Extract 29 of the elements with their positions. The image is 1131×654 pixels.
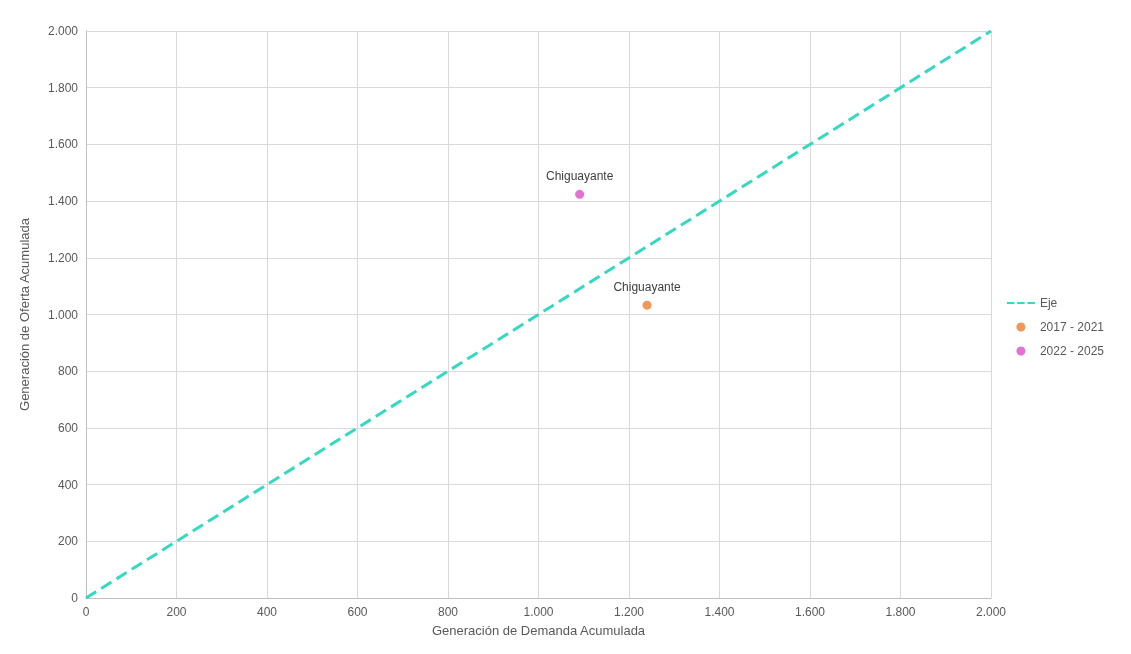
x-tick-label: 800 [437,605,459,619]
x-tick-label: 0 [82,605,90,619]
y-tick-label: 200 [57,534,79,549]
y-tick-label: 800 [57,364,79,379]
annotation: Chiguayante [545,169,614,184]
annotation: Chiguayante [613,280,682,295]
y-tick-label: 1.000 [47,307,79,322]
y-tick-label: 1.200 [47,250,79,265]
x-tick-label: 1.000 [523,605,554,619]
x-tick-label: 1.400 [704,605,735,619]
y-tick-label: 600 [57,420,79,435]
x-tick-label: 2.000 [975,605,1007,619]
y-tick-label: 1.600 [47,137,79,152]
legend-label: Eje [1039,296,1058,310]
y-tick-label: 2.000 [47,24,79,38]
legend-label: 2017 - 2021 [1039,320,1105,334]
y-tick-label: 0 [71,591,79,605]
x-tick-label: 400 [256,605,278,619]
x-tick-label: 1.600 [794,605,826,619]
x-tick-label: 200 [166,605,187,619]
y-tick-label: 1.800 [47,80,79,95]
y-axis-title: Generación de Oferta Acumulada [17,217,32,411]
x-tick-label: 600 [347,605,368,619]
x-tick-label: 1.200 [613,605,645,619]
x-tick-label: 1.800 [885,605,916,619]
y-tick-label: 400 [57,477,79,492]
legend-label: 2022 - 2025 [1039,344,1105,358]
y-tick-label: 1.400 [47,194,79,209]
x-axis-title: Generación de Demanda Acumulada [431,623,646,638]
